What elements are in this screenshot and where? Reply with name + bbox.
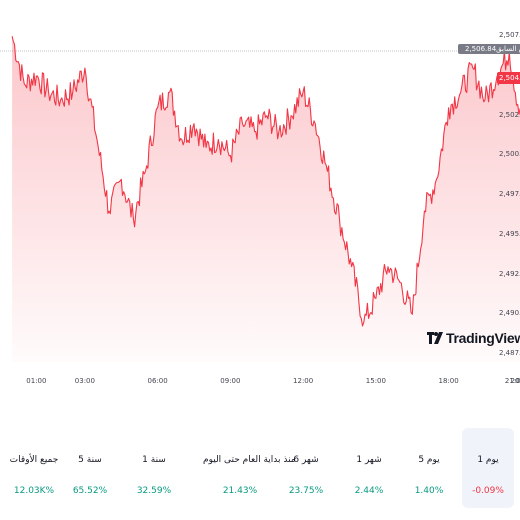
tradingview-logo-icon	[427, 332, 443, 344]
period-tab[interactable]: 1 يوم -0.09%	[462, 428, 514, 508]
period-change-value: 12.03K%	[13, 486, 55, 496]
last-price-badge: 2,504.92	[497, 72, 520, 84]
y-tick-label: 2,492.50	[499, 269, 520, 278]
period-tab[interactable]: منذ بداية العام حتى اليوم 21.43%	[203, 428, 296, 508]
period-label: 1 يوم	[477, 455, 499, 465]
period-label: 6 شهر	[293, 455, 319, 465]
period-change-value: 32.59%	[136, 486, 172, 496]
period-label: منذ بداية العام حتى اليوم	[203, 455, 296, 465]
period-change-value: 23.75%	[288, 486, 324, 496]
previous-close-badge: الإغلاق السابق2,506.84	[458, 44, 520, 54]
performance-periods: 1 يوم -0.09% 5 يوم 1.40% 1 شهر 2.44% 6 شهر 23.7…	[0, 428, 520, 508]
x-tick-label: 18:00	[438, 377, 459, 385]
period-change-value: 65.52%	[72, 486, 108, 496]
period-change-value: 21.43%	[222, 486, 258, 496]
y-tick-label: 2,487.50	[499, 349, 520, 358]
price-chart[interactable]	[0, 0, 520, 420]
period-change-value: -0.09%	[472, 486, 504, 496]
previous-close-value: 2,506.84	[465, 45, 497, 53]
period-tab[interactable]: 6 شهر 23.75%	[277, 428, 335, 508]
y-tick-label: 2,507.50	[499, 31, 520, 40]
y-tick-label: 2,490.00	[499, 309, 520, 318]
period-label: 5 سنة	[78, 455, 102, 465]
watermark-text: TradingView	[446, 330, 520, 346]
previous-close-label: الإغلاق السابق	[496, 45, 520, 53]
period-tab[interactable]: 5 يوم 1.40%	[400, 428, 458, 508]
y-tick-label: 2,502.50	[499, 110, 520, 119]
period-tab[interactable]: 5 سنة 65.52%	[61, 428, 119, 508]
x-tick-label: 15:00	[365, 377, 386, 385]
period-tab[interactable]: 1 سنة 32.59%	[125, 428, 183, 508]
period-tab[interactable]: جميع الأوقات 12.03K%	[2, 428, 66, 508]
period-change-value: 1.40%	[414, 486, 444, 496]
x-tick-label: 09:00	[220, 377, 241, 385]
period-label: جميع الأوقات	[9, 455, 59, 465]
period-label: 5 يوم	[418, 455, 440, 465]
y-tick-label: 2,500.00	[499, 150, 520, 159]
x-tick-label: 21:00	[504, 377, 520, 385]
period-change-value: 2.44%	[354, 486, 384, 496]
x-tick-label: 12:00	[293, 377, 314, 385]
x-tick-label: 20	[510, 377, 520, 385]
period-label: 1 سنة	[142, 455, 166, 465]
x-tick-label: 01:00	[26, 377, 47, 385]
x-tick-label: 06:00	[147, 377, 168, 385]
y-tick-label: 2,495.00	[499, 229, 520, 238]
price-line-series	[11, 36, 520, 327]
price-area-fill	[12, 36, 520, 362]
y-tick-label: 2,497.50	[499, 190, 520, 199]
x-tick-label: 03:00	[74, 377, 95, 385]
tradingview-watermark[interactable]: TradingView	[427, 330, 520, 346]
period-tab[interactable]: 1 شهر 2.44%	[340, 428, 398, 508]
period-label: 1 شهر	[356, 455, 382, 465]
